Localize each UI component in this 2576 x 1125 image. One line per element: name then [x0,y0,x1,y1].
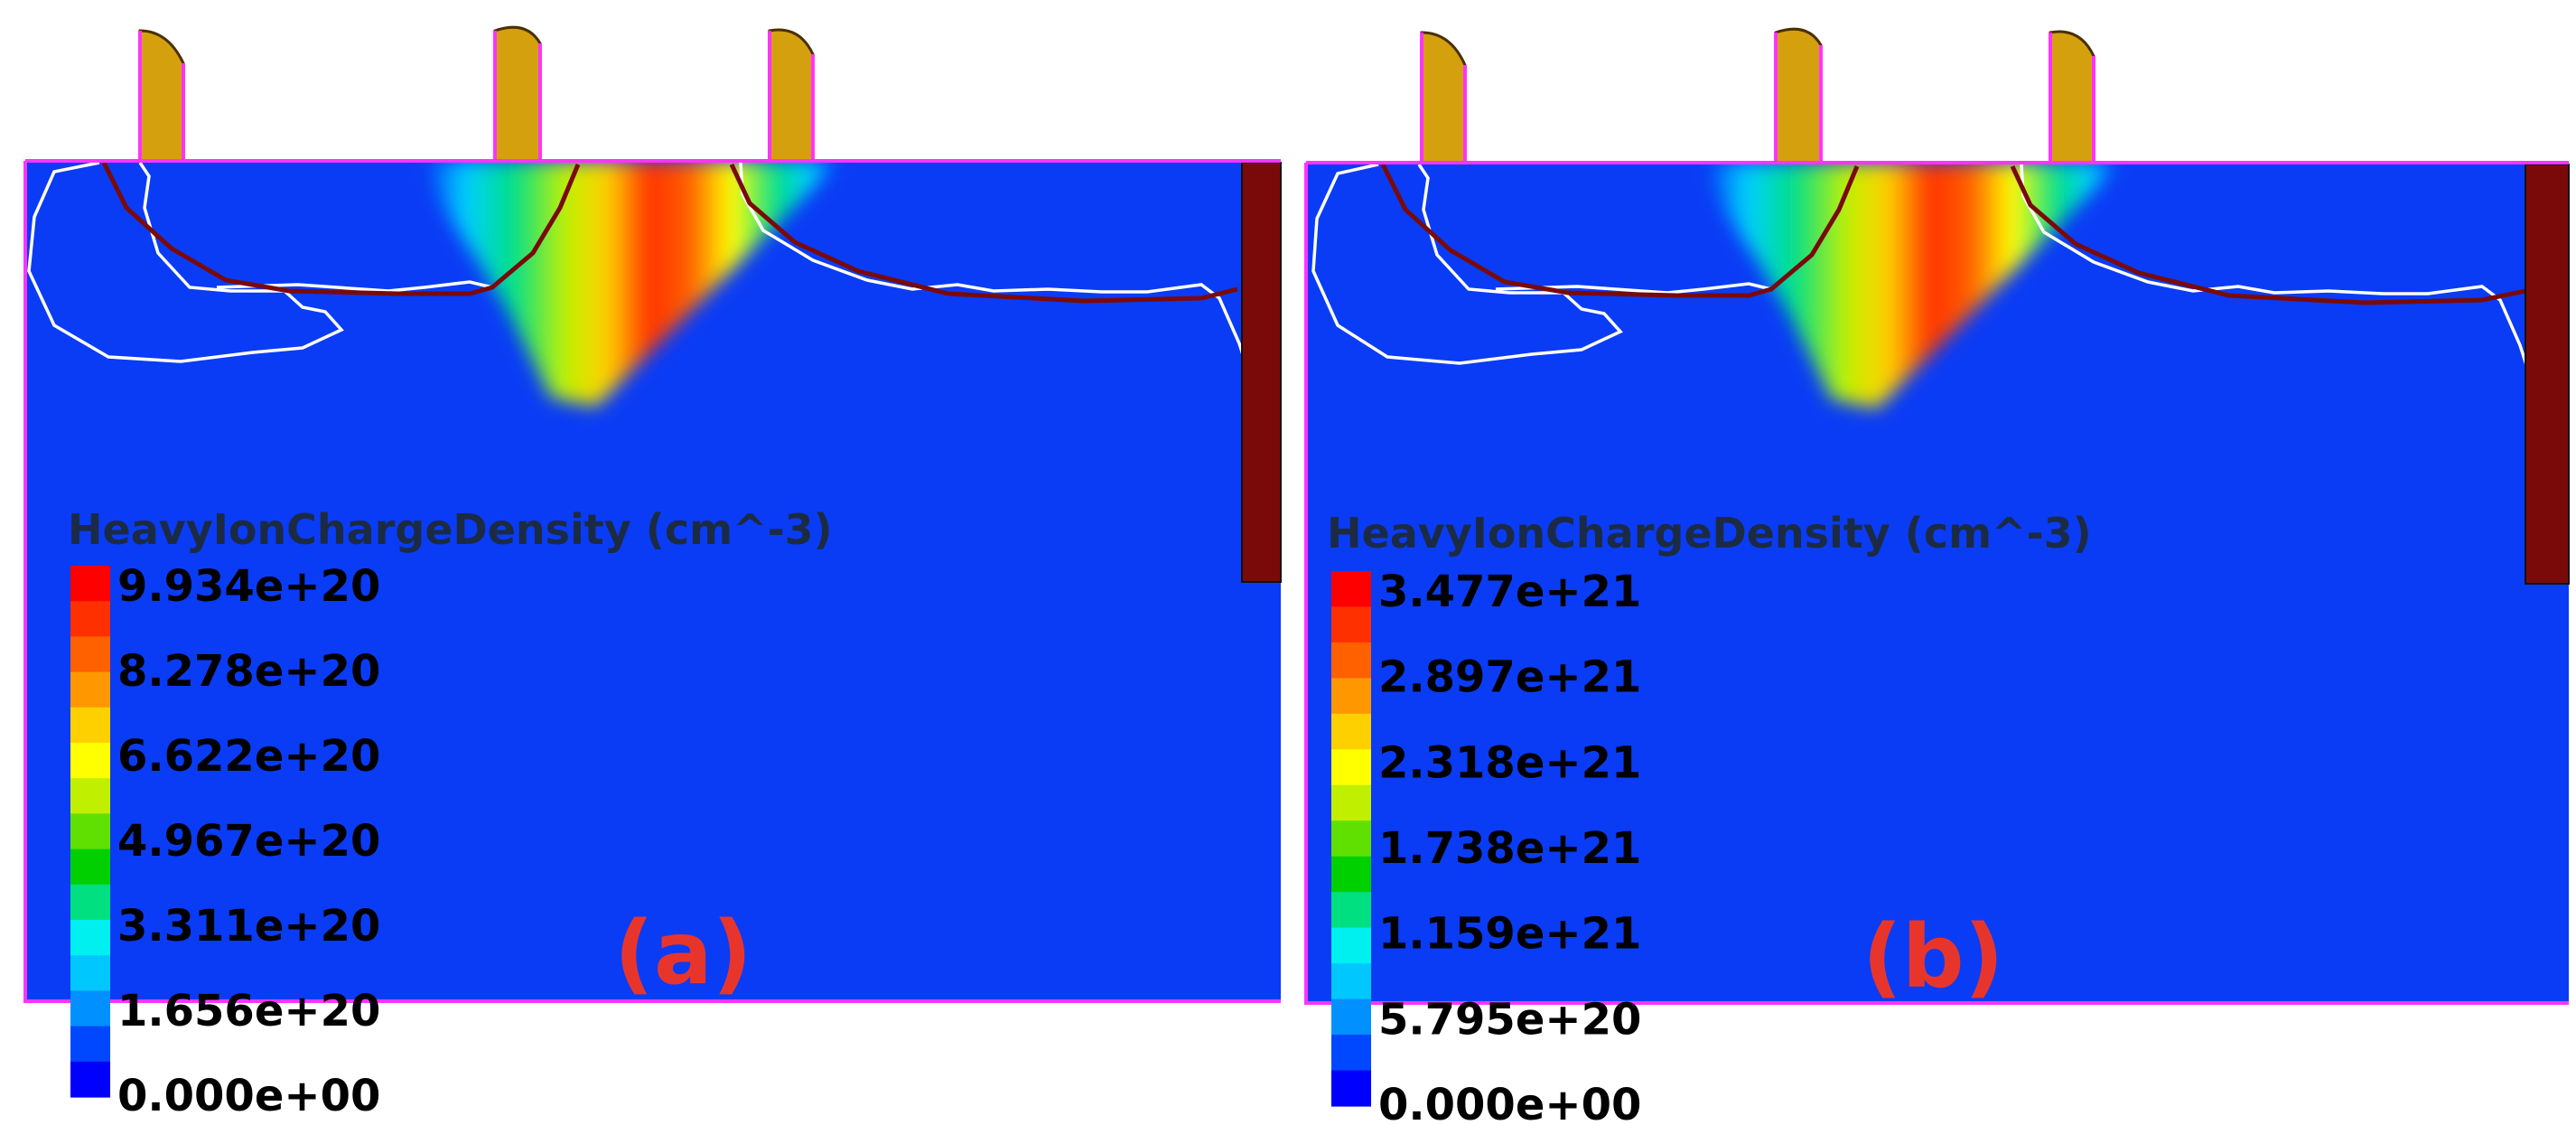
colorbar-tick-label: 1.738e+21 [1378,823,1641,874]
colorbar-ticks: 9.934e+20 8.278e+20 6.622e+20 4.967e+20 3.31… [117,561,380,1121]
colorbar-tick-label: 3.311e+20 [117,901,380,952]
colorbar-tick-label: 1.656e+20 [117,986,380,1036]
colorbar-segment [1331,1035,1371,1072]
colorbar-segment [70,707,110,744]
panel-label: (a) [614,903,752,1004]
colorbar-tick-label: 4.967e+20 [117,816,380,867]
pn-junction [729,163,1238,304]
colorbar-segment [1331,892,1371,929]
colorbar-segment [70,671,110,708]
device-plot-a: HeavyIonChargeDensity (cm^-3) 9.934e+20 8… [23,25,1282,1121]
colorbar [1331,571,1371,1107]
depletion-boundary [27,161,344,363]
device-outline [23,31,1281,1003]
depletion-boundary [216,280,493,293]
colorbar-segment [70,920,110,956]
colorbar-segment [1331,820,1371,858]
colorbar-segment [70,955,110,991]
colorbar [70,566,110,1098]
colorbar-tick-label: 8.278e+20 [117,646,380,697]
colorbar-segment [1331,1070,1371,1107]
colorbar-segment [70,813,110,850]
pn-junction [101,161,581,296]
colorbar-tick-label: 1.159e+21 [1378,909,1641,960]
colorbar-tick-label: 2.897e+21 [1378,652,1641,703]
legend-title: HeavyIonChargeDensity (cm^-3) [1327,509,2092,558]
colorbar-segment [1331,606,1371,643]
depletion-boundary [1495,282,1772,295]
colorbar-ticks: 3.477e+21 2.897e+21 2.318e+21 1.738e+21 1.15… [1378,567,1641,1125]
panel-label: (b) [1862,906,2003,1008]
depletion-boundary [1311,163,1623,365]
gate-contact [1774,27,1823,164]
colorbar-segment [70,884,110,921]
side-contact [1241,162,1282,583]
panel-a: HeavyIonChargeDensity (cm^-3) 9.934e+20 8… [23,25,1282,1121]
panel-b: HeavyIonChargeDensity (cm^-3) 3.477e+21 2… [1288,0,2576,1125]
colorbar-segment [1331,963,1371,1000]
colorbar-segment [70,1026,110,1063]
pn-junction [2010,164,2526,305]
colorbar-segment [70,990,110,1027]
colorbar-segment [70,636,110,673]
colorbar-segment [1331,713,1371,750]
legend-title: HeavyIonChargeDensity (cm^-3) [68,505,833,554]
colorbar-tick-label: 2.318e+21 [1378,737,1641,788]
colorbar-segment [70,601,110,637]
colorbar-segment [1331,749,1371,786]
side-contact [2525,164,2570,585]
gate-contact [1420,31,1467,164]
colorbar-segment [1331,856,1371,893]
gate-contact [768,28,815,163]
colorbar-tick-label: 6.622e+20 [117,731,380,782]
colorbar-tick-label: 9.934e+20 [117,561,380,612]
device-plot-b: HeavyIonChargeDensity (cm^-3) 3.477e+21 2… [1304,27,2570,1125]
colorbar-segment [70,778,110,814]
colorbar-segment [1331,642,1371,679]
colorbar-tick-label: 0.000e+00 [117,1071,380,1121]
colorbar-tick-label: 0.000e+00 [1378,1080,1641,1125]
colorbar-segment [1331,784,1371,821]
colorbar-segment [1331,998,1371,1036]
colorbar-tick-label: 5.795e+20 [1378,994,1641,1045]
colorbar-segment [70,1061,110,1098]
colorbar-segment [1331,571,1371,608]
pn-junction [1380,163,1860,298]
heavy-ion-track [1705,163,2121,408]
heavy-ion-track [425,161,840,407]
colorbar-segment [70,566,110,602]
colorbar-segment [70,743,110,779]
device-outline [1304,33,2569,1005]
gate-contact [2049,30,2095,164]
colorbar-segment [1331,678,1371,715]
colorbar-tick-label: 3.477e+21 [1378,567,1641,617]
gate-contact [138,29,185,163]
gate-contact [493,25,542,163]
colorbar-segment [70,848,110,886]
colorbar-segment [1331,927,1371,964]
